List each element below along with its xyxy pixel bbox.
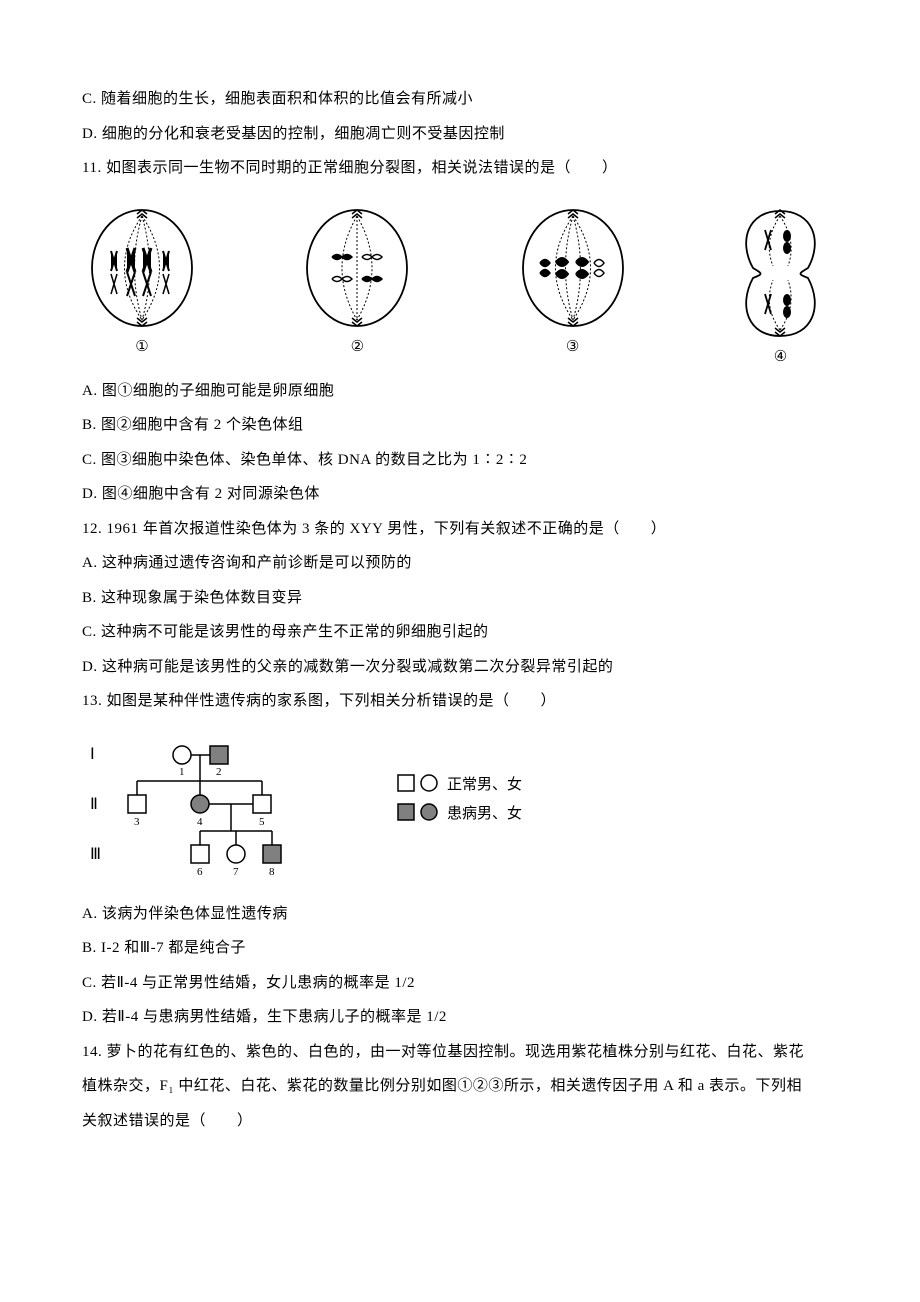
q11-option-d: D. 图④细胞中含有 2 对同源染色体 [82, 477, 838, 512]
legend-normal-text: 正常男、女 [447, 773, 522, 794]
cell-2: ② [302, 206, 412, 356]
q12-option-b: B. 这种现象属于染色体数目变异 [82, 581, 838, 616]
q11-option-b: B. 图②细胞中含有 2 个染色体组 [82, 408, 838, 443]
svg-text:6: 6 [197, 866, 203, 878]
q12-option-a: A. 这种病通过遗传咨询和产前诊断是可以预防的 [82, 546, 838, 581]
q11-option-c: C. 图③细胞中染色体、染色单体、核 DNA 的数目之比为 1∶2∶2 [82, 443, 838, 478]
cell-3: ③ [518, 206, 628, 356]
q12-option-d: D. 这种病可能是该男性的父亲的减数第一次分裂或减数第二次分裂异常引起的 [82, 650, 838, 685]
svg-text:7: 7 [233, 866, 239, 878]
q13-option-b: B. I-2 和Ⅲ-7 都是纯合子 [82, 931, 838, 966]
legend-affected-text: 患病男、女 [447, 802, 522, 823]
q12-stem: 12. 1961 年首次报道性染色体为 3 条的 XYY 男性，下列有关叙述不正… [82, 512, 838, 547]
q10-option-c: C. 随着细胞的生长，细胞表面积和体积的比值会有所减小 [82, 82, 838, 117]
q13-option-a: A. 该病为伴染色体显性遗传病 [82, 897, 838, 932]
cell-4-label: ④ [774, 347, 787, 366]
pedigree-legend: 正常男、女 患病男、女 [397, 773, 522, 831]
svg-text:3: 3 [134, 816, 140, 828]
cell-2-label: ② [351, 337, 364, 356]
cell-division-figure: ① ② [82, 206, 838, 366]
svg-text:8: 8 [269, 866, 275, 878]
svg-text:4: 4 [197, 816, 203, 828]
q11-stem: 11. 如图表示同一生物不同时期的正常细胞分裂图，相关说法错误的是（ ） [82, 151, 838, 186]
q11-option-a: A. 图①细胞的子细胞可能是卵原细胞 [82, 374, 838, 409]
gen-2-label: Ⅱ [90, 796, 98, 813]
q14-stem-line2: 植株杂交，F₁ 中红花、白花、紫花的数量比例分别如图①②③所示，相关遗传因子用 … [82, 1069, 838, 1104]
legend-normal: 正常男、女 [397, 773, 522, 794]
q13-option-c: C. 若Ⅱ-4 与正常男性结婚，女儿患病的概率是 1/2 [82, 966, 838, 1001]
gen-3-label: Ⅲ [90, 846, 101, 863]
gen-1-label: Ⅰ [90, 746, 95, 763]
q12-option-c: C. 这种病不可能是该男性的母亲产生不正常的卵细胞引起的 [82, 615, 838, 650]
q13-option-d: D. 若Ⅱ-4 与患病男性结婚，生下患病儿子的概率是 1/2 [82, 1000, 838, 1035]
q10-option-d: D. 细胞的分化和衰老受基因的控制，细胞凋亡则不受基因控制 [82, 117, 838, 152]
cell-4: ④ [733, 206, 828, 366]
pedigree-chart: Ⅰ Ⅱ Ⅲ 1 2 3 4 5 6 7 8 [82, 737, 307, 887]
pedigree-figure: Ⅰ Ⅱ Ⅲ 1 2 3 4 5 6 7 8 [82, 737, 838, 887]
svg-text:2: 2 [216, 766, 222, 778]
svg-text:1: 1 [179, 766, 185, 778]
svg-text:5: 5 [259, 816, 265, 828]
cell-1: ① [87, 206, 197, 356]
q14-stem-line1: 14. 萝卜的花有红色的、紫色的、白色的，由一对等位基因控制。现选用紫花植株分别… [82, 1035, 838, 1070]
q14-stem-line3: 关叙述错误的是（ ） [82, 1104, 838, 1139]
q13-stem: 13. 如图是某种伴性遗传病的家系图，下列相关分析错误的是（ ） [82, 684, 838, 719]
legend-affected: 患病男、女 [397, 802, 522, 823]
cell-3-label: ③ [566, 337, 579, 356]
cell-1-label: ① [135, 337, 148, 356]
